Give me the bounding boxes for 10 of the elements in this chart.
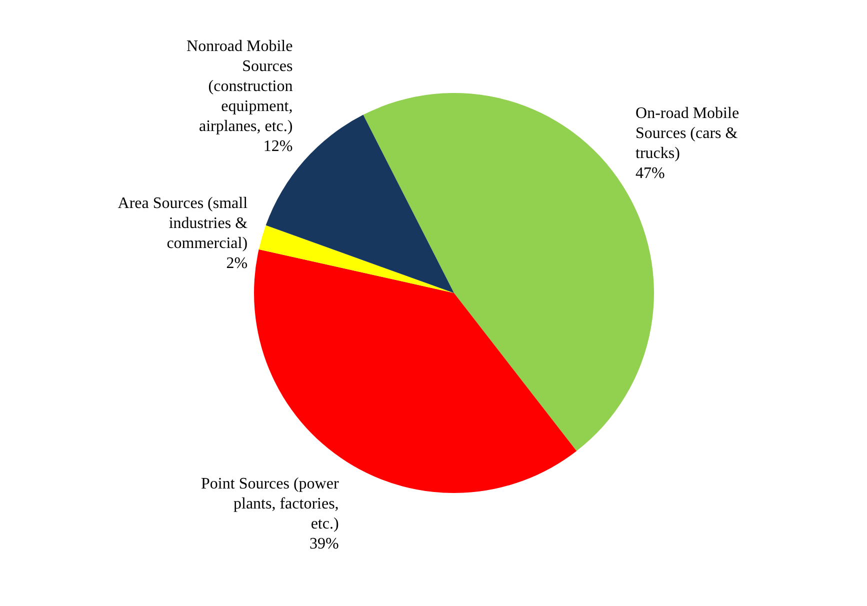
slice-label: Nonroad Mobile Sources (construction equipment, airplanes, etc.) — [186, 38, 293, 135]
data-label: 47% — [636, 164, 665, 182]
slice-label: Point Sources (power plants, factories, etc.) — [201, 476, 340, 533]
slice-label: On-road Mobile Sources (cars & trucks) — [636, 104, 740, 162]
pie-slice — [266, 114, 454, 293]
slice-label: Area Sources (small industries & commercial) — [118, 195, 248, 252]
data-label: 39% — [309, 536, 339, 553]
data-label: 2% — [226, 255, 248, 272]
pie-slice — [258, 225, 454, 293]
data-label: 12% — [263, 138, 293, 155]
